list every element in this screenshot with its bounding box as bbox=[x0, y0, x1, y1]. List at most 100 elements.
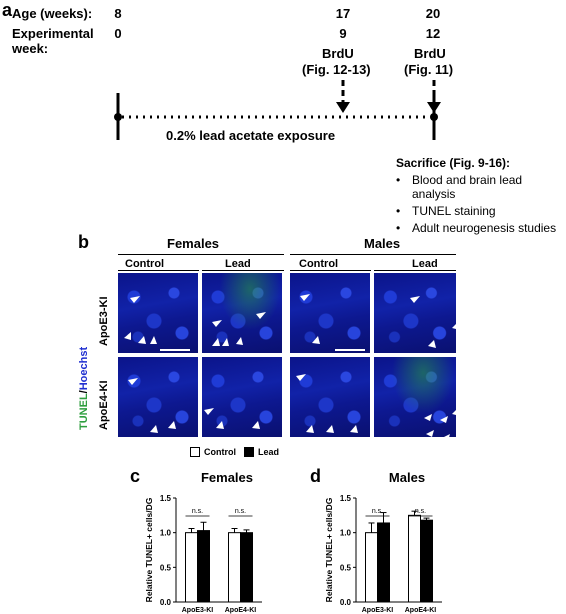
col-lead-f: Lead bbox=[225, 258, 251, 270]
micrograph-apoe3-female-lead bbox=[202, 273, 282, 353]
sacrifice-item-1: • Blood and brain lead bbox=[396, 173, 523, 187]
arrowhead-icon bbox=[312, 336, 320, 344]
legend-control-swatch bbox=[190, 447, 200, 457]
y-axis-label: Relative TUNEL+ cells/DG bbox=[324, 497, 334, 602]
bar-lead bbox=[420, 519, 433, 603]
brdu-2-arrowhead bbox=[427, 102, 441, 113]
sacrifice-item-1b: analysis bbox=[412, 187, 456, 201]
y-tick-label: 1.0 bbox=[340, 529, 352, 538]
micrograph-apoe3-female-control bbox=[118, 273, 198, 353]
chart-title: Females bbox=[201, 470, 253, 485]
bar-control bbox=[365, 532, 378, 603]
rule-lead-m bbox=[374, 270, 456, 271]
arrowhead-icon bbox=[138, 336, 146, 344]
micrograph-apoe3-male-lead bbox=[374, 273, 456, 353]
arrowhead-icon bbox=[236, 337, 243, 345]
timeline-end-dot bbox=[430, 113, 438, 121]
arrowhead-icon bbox=[452, 408, 460, 416]
females-header: Females bbox=[167, 236, 220, 251]
sacrifice-box: Sacrifice (Fig. 9-16): • Blood and brain … bbox=[396, 156, 556, 235]
sacrifice-item-2: • TUNEL staining bbox=[396, 204, 496, 218]
arrowhead-icon bbox=[222, 338, 229, 346]
scale-bar-female bbox=[160, 349, 190, 351]
females-rule bbox=[118, 254, 284, 255]
y-tick-label: 0.0 bbox=[340, 598, 352, 607]
col-lead-m: Lead bbox=[412, 258, 438, 270]
rule-control-m bbox=[290, 270, 371, 271]
chart-males: Males Relative TUNEL+ cells/DG 0.0 0.5 1.0 1.… bbox=[324, 470, 442, 614]
micrograph-apoe4-male-control bbox=[290, 357, 370, 437]
brdu-1-ref: (Fig. 12-13) bbox=[302, 62, 371, 77]
panel-a-letter: a bbox=[2, 0, 13, 20]
brdu-1-arrowhead bbox=[336, 102, 350, 113]
rule-lead-f bbox=[202, 270, 284, 271]
brdu-2-label: BrdU bbox=[414, 46, 446, 61]
y-tick-label: 1.5 bbox=[340, 494, 352, 503]
arrowhead-icon bbox=[150, 336, 157, 344]
arrowhead-icon bbox=[306, 425, 314, 433]
significance-label: n.s. bbox=[415, 508, 426, 515]
legend-lead-swatch bbox=[244, 447, 254, 457]
arrowhead-icon bbox=[440, 416, 448, 423]
micrograph-apoe4-male-lead bbox=[374, 357, 456, 437]
arrowhead-icon bbox=[300, 294, 310, 301]
x-tick-label: ApoE3-KI bbox=[362, 607, 394, 614]
sacrifice-title: Sacrifice (Fig. 9-16): bbox=[396, 156, 511, 170]
arrowhead-icon bbox=[168, 421, 176, 429]
arrowhead-icon bbox=[326, 425, 334, 433]
arrowhead-icon bbox=[426, 430, 434, 437]
micrograph-apoe3-male-control bbox=[290, 273, 370, 353]
x-tick-label: ApoE4-KI bbox=[405, 607, 437, 614]
arrowhead-icon bbox=[424, 414, 432, 421]
significance-label: n.s. bbox=[372, 508, 383, 515]
micrograph-apoe4-female-lead bbox=[202, 357, 282, 437]
arrowhead-icon bbox=[442, 434, 450, 441]
col-control-f: Control bbox=[125, 258, 165, 270]
sacrifice-item-3: • Adult neurogenesis studies bbox=[396, 221, 557, 235]
chart-females: Females Relative TUNEL+ cells/DG 0.0 0.5 1.0… bbox=[144, 470, 262, 614]
week-sacrifice: 12 bbox=[425, 26, 441, 41]
y-axis-label: Relative TUNEL+ cells/DG bbox=[144, 497, 154, 602]
arrowhead-icon bbox=[296, 374, 306, 381]
bar-control bbox=[228, 532, 241, 603]
males-header: Males bbox=[364, 236, 401, 251]
age-label: Age (weeks): bbox=[12, 6, 93, 21]
brdu-2-ref: (Fig. 11) bbox=[404, 62, 454, 77]
arrowhead-icon bbox=[350, 425, 358, 433]
bar-lead bbox=[240, 532, 253, 603]
chart-title: Males bbox=[389, 470, 425, 485]
panel-b-letter: b bbox=[78, 232, 89, 252]
brdu-1-label: BrdU bbox=[322, 46, 354, 61]
arrowhead-icon bbox=[204, 408, 214, 415]
bar-lead bbox=[377, 522, 390, 603]
y-tick-label: 1.0 bbox=[160, 529, 172, 538]
x-tick-label: ApoE3-KI bbox=[182, 607, 214, 614]
significance-label: n.s. bbox=[235, 508, 246, 515]
scale-bar-male bbox=[335, 349, 365, 351]
timeline-start-dot bbox=[114, 113, 122, 121]
arrowhead-icon bbox=[150, 425, 158, 433]
experimental-label: Experimental bbox=[12, 26, 94, 41]
legend-control-label: Control bbox=[204, 447, 236, 457]
bar-control bbox=[408, 514, 421, 603]
week-brdu1: 9 bbox=[339, 26, 347, 41]
arrowhead-icon bbox=[410, 296, 420, 303]
y-tick-label: 0.0 bbox=[160, 598, 172, 607]
y-tick-label: 1.5 bbox=[160, 494, 172, 503]
panel-d-letter: d bbox=[310, 466, 321, 486]
age-start: 8 bbox=[114, 6, 122, 21]
arrowhead-icon bbox=[428, 340, 436, 348]
legend: Control Lead bbox=[190, 447, 279, 457]
age-sacrifice: 20 bbox=[425, 6, 441, 21]
arrowhead-icon bbox=[130, 296, 140, 303]
arrowhead-icon bbox=[212, 338, 220, 346]
arrowhead-icon bbox=[256, 312, 266, 319]
bar-lead bbox=[197, 530, 210, 603]
legend-lead-label: Lead bbox=[258, 447, 280, 457]
week-start: 0 bbox=[114, 26, 122, 41]
timeline-svg bbox=[114, 80, 441, 140]
week-label: week: bbox=[12, 41, 49, 56]
significance-label: n.s. bbox=[192, 508, 203, 515]
age-brdu1: 17 bbox=[335, 6, 351, 21]
arrowheads bbox=[124, 294, 460, 441]
